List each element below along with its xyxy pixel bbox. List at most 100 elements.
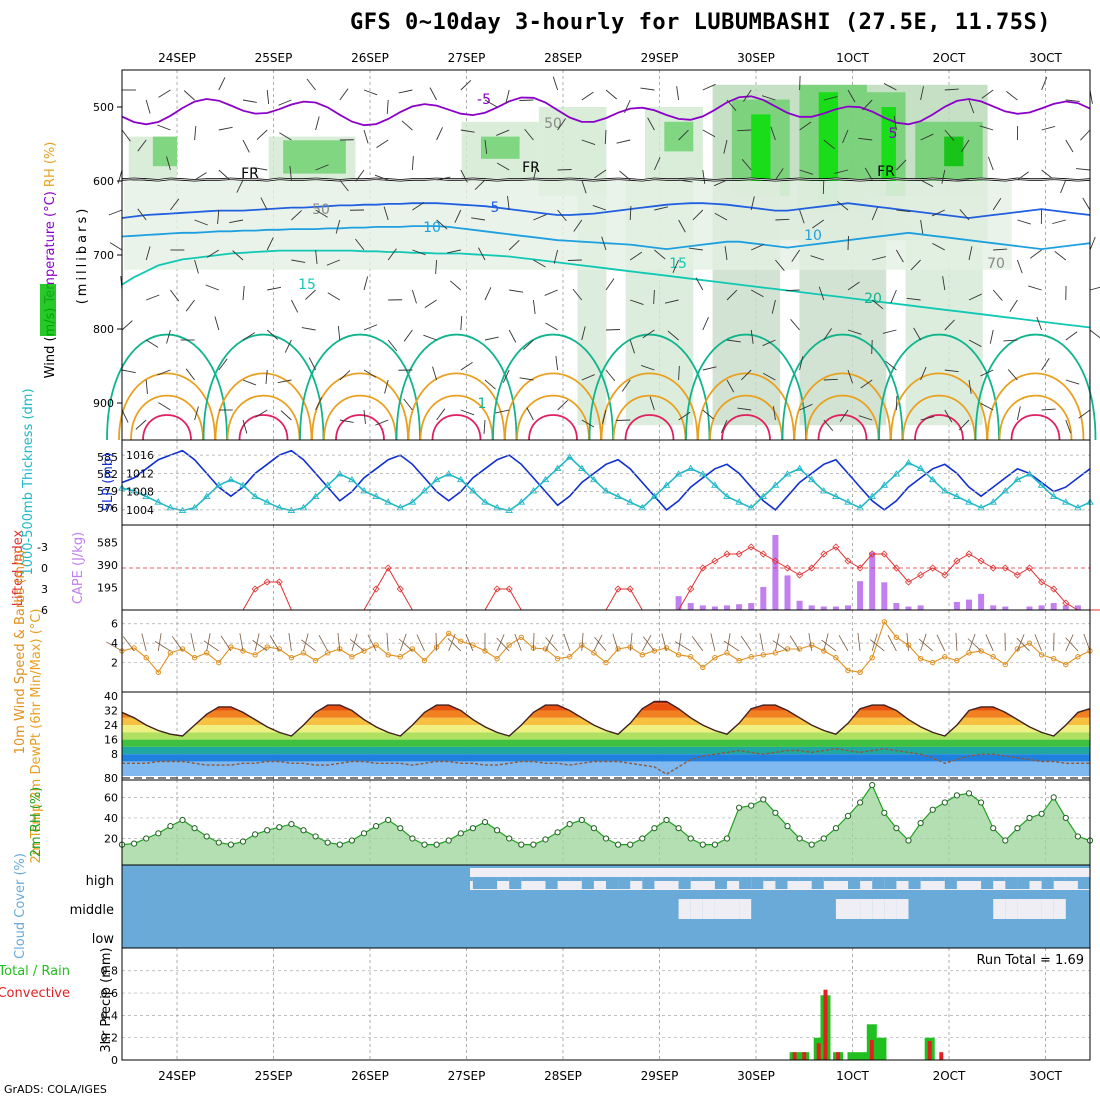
wind-point: [736, 657, 742, 664]
wind-barb-10m: [351, 633, 358, 652]
rh-point: [578, 816, 585, 824]
ytick-label-slp: 1012: [126, 467, 154, 480]
wind-barb: [339, 179, 349, 192]
cape-bar: [857, 581, 864, 610]
cloud-cell-middle: [702, 899, 715, 919]
thickness-point: [711, 481, 719, 488]
ylabel-cape: CAPE (J/kg): [71, 532, 86, 604]
contour-10: [121, 225, 1091, 251]
rh-point: [397, 825, 404, 832]
thickness-point: [360, 487, 368, 494]
wind-barb: [387, 339, 398, 352]
wind-barb: [1065, 331, 1078, 341]
wind-barb: [1082, 197, 1091, 211]
li-point: [796, 571, 804, 579]
cape-bar: [796, 600, 803, 610]
wind-barb: [519, 377, 534, 381]
thickness-point: [904, 458, 913, 466]
thickness-point: [529, 487, 538, 494]
date-label-bottom: 1OCT: [836, 1069, 869, 1083]
wind-point: [567, 654, 573, 660]
rh-point: [1038, 810, 1045, 817]
wind-barb: [726, 99, 737, 112]
contour-warm-loop: [793, 372, 892, 441]
wind-barb: [508, 239, 520, 251]
wind-barb-10m: [367, 634, 377, 652]
wind-barb: [315, 116, 320, 131]
rh-point: [252, 831, 259, 838]
ytick-label-rh: 60: [104, 791, 118, 804]
wind-barb: [384, 379, 389, 394]
wind-barb: [942, 276, 946, 291]
cloud-cell-middle: [835, 899, 848, 919]
cloud-cell-high: [327, 877, 340, 881]
wind-barb: [1065, 419, 1072, 434]
li-point: [868, 550, 876, 558]
wind-barb: [363, 409, 366, 424]
cloud-cell-high: [593, 877, 606, 881]
rh-point: [711, 841, 719, 848]
wind-barb: [412, 249, 426, 256]
wind-point: [276, 646, 282, 652]
wind-barb: [955, 179, 970, 182]
run-total: Run Total = 1.69: [976, 953, 1084, 968]
wind-barb: [944, 409, 953, 423]
thickness-line: [121, 456, 1091, 512]
cloud-row-label: middle: [70, 903, 114, 918]
wind-barb: [1028, 285, 1042, 291]
wind-barb: [185, 368, 195, 381]
wind-point: [373, 642, 379, 648]
contour-warm-loop: [1010, 414, 1061, 441]
ylabel-precip: 3hr Precip (mm): [99, 947, 114, 1052]
rh-point: [639, 835, 646, 842]
wind-point: [155, 669, 162, 675]
wind-barb-10m: [157, 633, 162, 651]
wind-barb: [1041, 408, 1056, 411]
wind-barb: [532, 166, 538, 181]
thickness-point: [130, 487, 138, 494]
wind-barb: [842, 129, 849, 144]
li-point: [953, 557, 961, 565]
wind-barb: [692, 209, 704, 221]
wind-barb: [484, 336, 499, 341]
thickness-point: [626, 498, 634, 505]
wind-barb: [363, 89, 378, 96]
wind-point: [1014, 646, 1021, 652]
wind-point: [542, 646, 549, 652]
wind-barb: [785, 289, 800, 292]
wind-point: [760, 652, 766, 658]
wind-barb: [1009, 299, 1018, 312]
wind-barb: [1065, 379, 1080, 385]
contour-warm-loop: [998, 394, 1073, 441]
wind-barb-10m: [887, 634, 897, 652]
wind-barb: [688, 247, 703, 251]
cape-bar: [881, 582, 888, 610]
rh-shade: [480, 136, 520, 159]
thickness-point: [553, 464, 562, 471]
wind-barb: [157, 124, 171, 131]
wind-barb: [968, 339, 982, 347]
contour-label: -5: [477, 92, 491, 108]
wind-point: [554, 655, 561, 662]
thickness-point: [590, 475, 598, 483]
wind-barb-10m: [678, 633, 682, 651]
wind-barb-10m: [808, 633, 813, 651]
rh-point: [723, 835, 731, 842]
cape-bar: [917, 605, 924, 610]
wind-barb: [484, 139, 488, 154]
li-point: [989, 564, 997, 572]
cloud-cell-high: [339, 877, 352, 889]
wind-barb: [890, 289, 897, 304]
wind-barb: [363, 276, 369, 291]
wind-point: [639, 652, 645, 658]
cape-bar: [784, 575, 791, 610]
wind-barb: [799, 169, 814, 175]
wind-barb-10m: [838, 635, 849, 652]
thickness-point: [251, 492, 259, 499]
wind-barb: [315, 209, 328, 218]
wind-barb-10m: [545, 637, 558, 652]
cloud-cell-high: [569, 877, 582, 881]
wind-barb-10m: [203, 640, 220, 652]
contour-warm-loop: [323, 394, 397, 441]
wind-barb: [872, 256, 886, 261]
